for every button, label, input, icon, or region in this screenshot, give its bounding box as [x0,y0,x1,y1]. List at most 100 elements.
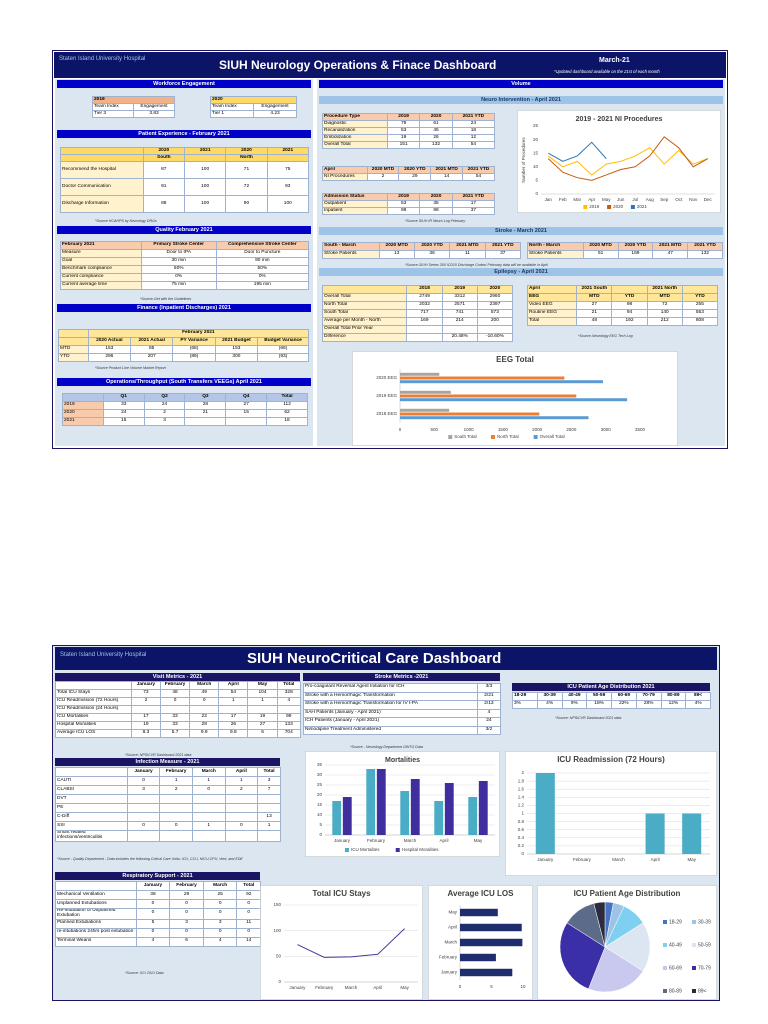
table-cell: 19 [247,713,278,722]
table-cell: 140 [646,309,683,318]
table-cell: 28% [635,700,662,709]
table-cell: YTD [681,293,719,302]
table-cell: 2020 MTD [582,242,619,251]
y-tick-label: 10 [317,812,323,817]
bar [460,968,513,977]
empty-cell [191,830,226,842]
table-cell: 4 [202,936,238,947]
table: Q1 Q2 Q3 Q4 Total 2019 33 24 28 27 112 2020 24 2 21 15 6… [62,393,308,426]
table-row: Overall Total 2749 3312 2960 [321,293,514,302]
table-cell: 89< [685,692,711,701]
table-cell: Total ICU Stays [55,689,132,698]
x-tick-label: 5 [490,984,493,989]
table-cell: April [224,767,259,777]
chart: ICU Patient Age Distribution 18-29 30-39 40… [537,885,717,1000]
table-row: NI Procedures 2 29 14 54 [322,173,495,181]
table-row: Discharge Information 88 100 90 100 [60,195,309,213]
empty-cell [257,794,281,804]
table-cell: 2021 MTD [449,242,486,251]
table-cell: 0 [135,927,171,938]
table-cell: 104 [247,689,278,698]
x-tick-label: Oct [675,197,683,202]
empty-cell [266,154,309,162]
chart-title: ICU Readmission (72 Hours) [557,755,665,764]
table-cell: 169 [406,317,443,326]
table-row: North - March 2020 MTD 2020 YTD 2021 MTD 202… [527,242,723,251]
chart-title: EEG Total [496,355,534,364]
table-cell: 2020 [476,285,514,294]
table-cell: 71 [225,161,268,179]
table-row: 2019 33 24 28 27 112 [62,401,308,410]
table-cell: South [142,154,185,162]
table-cell: January [135,881,171,891]
table-cell: Total [276,681,301,690]
table-cell: 30 min [140,257,217,266]
table-row: ICU Readmission (24 Hours) [55,705,301,714]
table-cell: 54 [462,173,495,181]
table-cell: Budget Variance [257,337,309,346]
table-row: Current average time 75 min 195 min [60,281,309,290]
table-cell: 2021 North [646,285,683,294]
source-note: *Source-Neurology EEG Tech Log [578,334,633,338]
y-tick-label: 35 [317,762,323,767]
table-cell: 24 [143,401,186,410]
x-tick-label: Jun [617,197,625,202]
table-cell: Engagement [132,103,176,111]
table-cell: Current compliance [60,273,142,282]
y-tick-label: 15 [317,802,323,807]
empty-cell [191,794,226,804]
x-tick-label: 0 [459,984,462,989]
table-cell: 75 [266,161,309,179]
table-cell: PE [55,803,128,813]
chart: 2019 - 2021 NI Procedures 0 5 10 15 20 25 Jan Fe… [517,110,721,213]
table-row: Recanalization 53 45 18 [322,127,495,135]
table-cell: 2021 MTD [652,242,689,251]
source-note: *Source: ICU 2021 Data [125,971,164,975]
bar [434,801,444,835]
table-cell: 27 [576,301,613,310]
table-cell: 2020 [419,113,453,121]
dashboard-date: March-21 [599,57,630,64]
table-cell: 93 [266,178,309,196]
y-tick-label: May [448,910,457,915]
table: 2019 Team Index Engagement Tier 3 3.83 [91,96,176,118]
x-tick-label: Apr [588,197,596,202]
table-cell: 4% [685,700,711,709]
table-cell: 50% [215,265,309,274]
table-cell: DVT [55,794,128,804]
table-row: CAUTI 0 1 1 1 3 [55,776,281,786]
table-cell: 2021 YTD [484,242,522,251]
table-cell: 2571 [441,301,478,310]
table-row: Benchmark compliance 50% 50% [60,265,309,274]
table-row: Total ICU Stays 73 48 49 54 104 328 [55,689,301,698]
table-cell: Total [257,767,281,777]
table-row: Procedure Type 2019 2020 2021 YTD [322,113,495,121]
table-row: Hospital Moralities 19 33 28 26 27 133 [55,721,301,730]
table-cell: Outpatient [322,200,388,208]
table-cell: 0 [169,927,204,938]
table: April 2020 MTD 2020 YTD 2021 MTD 2021 YTD NI … [322,166,495,181]
table-cell: 300 [214,353,259,362]
table: 2020 Team Index Engagement Tier 1 4.23 [209,96,298,118]
table-cell: 20.48% [441,333,478,342]
table-cell: 2019 [62,401,104,410]
table-row: Tier 3 3.83 [92,110,176,118]
table-cell: 14 [430,173,464,181]
y-tick-label: March [444,940,457,945]
table-row: Re-intubation of Unplanned Extubation 0 0 0… [55,908,261,920]
table-cell: 2749 [406,293,443,302]
table-cell: 11 [236,918,261,929]
table-cell: Stroke with a Hemorrhagic Transformation [303,691,478,701]
bar [376,769,386,835]
table-cell: May [247,681,278,690]
bar [400,791,410,835]
empty-cell [126,812,161,822]
bar [400,390,451,394]
table-cell: 48 [159,689,191,698]
table-cell: 24 [476,717,501,727]
legend-label: 70-79 [698,965,711,971]
table-row: Stroke Patients 51 169 47 132 [527,250,723,259]
section-header: Visit Metrics - 2021 [55,673,300,681]
table-row: ICH Patients (January - April 2021) 24 [303,717,501,727]
table-cell: SSI [55,821,128,831]
